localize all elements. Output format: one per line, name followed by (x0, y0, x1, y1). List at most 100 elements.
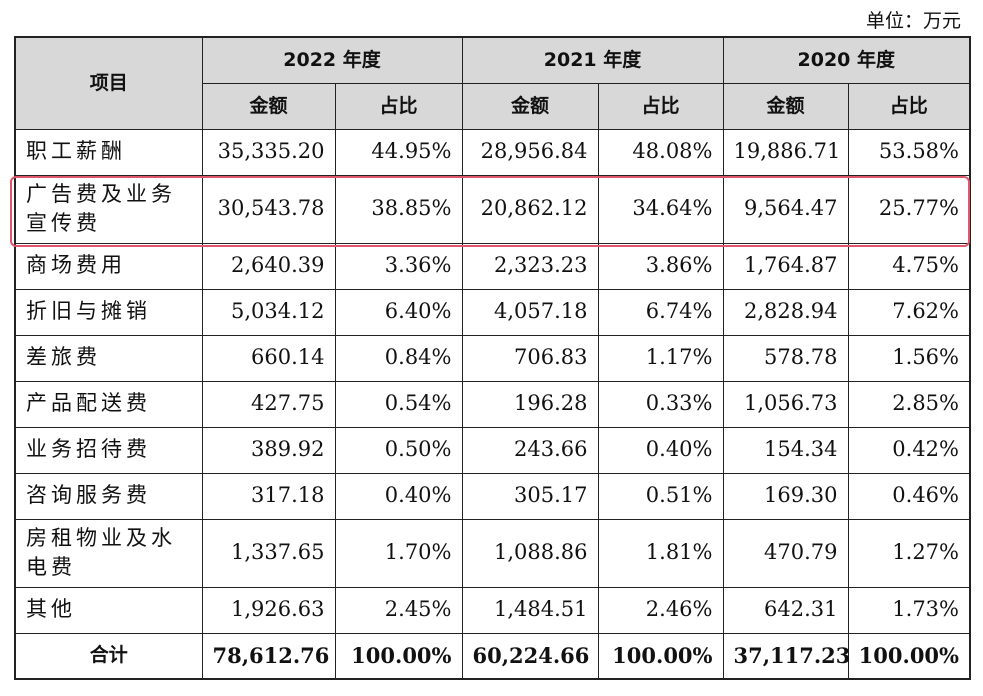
cell-ratio-2021: 48.08% (597, 128, 724, 176)
total-amount-2020: 37,117.23 (722, 632, 850, 680)
cell-amount-2022: 1,926.63 (201, 586, 336, 634)
cell-ratio-2022: 1.70% (334, 518, 463, 588)
cell-ratio-2022: 44.95% (334, 128, 463, 176)
cell-amount-2020: 2,828.94 (722, 288, 849, 336)
cell-ratio-2022: 0.84% (334, 334, 463, 382)
cell-amount-2022: 427.75 (201, 380, 336, 428)
total-label: 合计 (14, 632, 203, 680)
cell-ratio-2021: 1.81% (597, 518, 724, 588)
table-row: 职工薪酬 35,335.20 44.95% 28,956.84 48.08% 1… (14, 128, 971, 176)
table-row: 折旧与摊销 5,034.12 6.40% 4,057.18 6.74% 2,82… (14, 288, 971, 336)
header-year-2021: 2021 年度 (461, 36, 724, 84)
row-label: 产品配送费 (14, 380, 203, 428)
header-row-metrics: 金额 占比 金额 占比 金额 占比 (15, 82, 971, 130)
cell-amount-2020: 19,886.71 (722, 128, 849, 176)
cell-amount-2021: 706.83 (461, 334, 599, 382)
cell-amount-2020: 1,764.87 (722, 242, 849, 290)
cell-amount-2021: 243.66 (461, 426, 599, 474)
total-row: 合计 78,612.76 100.00% 60,224.66 100.00% 3… (14, 632, 971, 680)
row-label: 其他 (14, 586, 203, 634)
total-ratio-2022: 100.00% (334, 632, 463, 680)
header-ratio: 占比 (847, 82, 971, 130)
cell-amount-2021: 1,484.51 (461, 586, 599, 634)
cell-ratio-2022: 38.85% (334, 174, 463, 244)
total-ratio-2021: 100.00% (597, 632, 724, 680)
total-amount-2021: 60,224.66 (461, 632, 599, 680)
row-label: 业务招待费 (14, 426, 203, 474)
table-row: 产品配送费 427.75 0.54% 196.28 0.33% 1,056.73… (14, 380, 971, 428)
header-year-2022: 2022 年度 (201, 36, 463, 84)
total-amount-2022: 78,612.76 (201, 632, 336, 680)
header-ratio: 占比 (597, 82, 724, 130)
cell-amount-2020: 9,564.47 (722, 174, 849, 244)
table-row: 广告费及业务宣传费 30,543.78 38.85% 20,862.12 34.… (14, 174, 971, 244)
cell-amount-2020: 169.30 (722, 472, 849, 520)
cell-amount-2020: 470.79 (722, 518, 849, 588)
cell-ratio-2021: 3.86% (597, 242, 724, 290)
header-year-2020: 2020 年度 (722, 36, 971, 84)
cell-amount-2021: 28,956.84 (461, 128, 599, 176)
cell-ratio-2021: 2.46% (597, 586, 724, 634)
cell-amount-2022: 389.92 (201, 426, 336, 474)
header-amount: 金额 (201, 82, 336, 130)
cell-amount-2022: 1,337.65 (201, 518, 336, 588)
cell-ratio-2022: 0.50% (334, 426, 463, 474)
cell-ratio-2020: 1.73% (847, 586, 971, 634)
row-label: 广告费及业务宣传费 (14, 174, 203, 244)
cell-amount-2021: 2,323.23 (461, 242, 599, 290)
cell-ratio-2020: 0.46% (847, 472, 971, 520)
table-row: 其他 1,926.63 2.45% 1,484.51 2.46% 642.31 … (14, 586, 971, 634)
cell-ratio-2022: 2.45% (334, 586, 463, 634)
header-amount: 金额 (461, 82, 599, 130)
row-label: 房租物业及水电费 (14, 518, 203, 588)
row-label: 商场费用 (14, 242, 203, 290)
cell-amount-2020: 154.34 (722, 426, 849, 474)
cell-amount-2021: 1,088.86 (461, 518, 599, 588)
cell-amount-2021: 4,057.18 (461, 288, 599, 336)
cell-amount-2022: 2,640.39 (201, 242, 336, 290)
unit-label: 单位：万元 (865, 10, 961, 32)
cell-amount-2022: 660.14 (201, 334, 336, 382)
cell-amount-2021: 20,862.12 (461, 174, 599, 244)
cell-ratio-2020: 2.85% (847, 380, 971, 428)
cell-amount-2020: 578.78 (722, 334, 849, 382)
cell-ratio-2020: 7.62% (847, 288, 971, 336)
header-item: 项目 (14, 36, 203, 130)
cell-amount-2021: 305.17 (461, 472, 599, 520)
cell-amount-2020: 642.31 (722, 586, 849, 634)
cell-amount-2022: 5,034.12 (201, 288, 336, 336)
cell-ratio-2020: 25.77% (847, 174, 971, 244)
cell-ratio-2021: 1.17% (597, 334, 724, 382)
total-ratio-2020: 100.00% (847, 632, 971, 680)
row-label: 差旅费 (14, 334, 203, 382)
cell-amount-2020: 1,056.73 (722, 380, 849, 428)
cell-amount-2021: 196.28 (461, 380, 599, 428)
cell-amount-2022: 30,543.78 (201, 174, 336, 244)
cell-ratio-2021: 34.64% (597, 174, 724, 244)
cell-ratio-2020: 4.75% (847, 242, 971, 290)
cell-ratio-2022: 6.40% (334, 288, 463, 336)
cell-amount-2022: 317.18 (201, 472, 336, 520)
header-ratio: 占比 (334, 82, 463, 130)
cell-ratio-2021: 6.74% (597, 288, 724, 336)
table-row: 商场费用 2,640.39 3.36% 2,323.23 3.86% 1,764… (14, 242, 971, 290)
row-label: 折旧与摊销 (14, 288, 203, 336)
table-row: 差旅费 660.14 0.84% 706.83 1.17% 578.78 1.5… (14, 334, 971, 382)
cell-ratio-2022: 0.54% (334, 380, 463, 428)
cell-ratio-2020: 1.56% (847, 334, 971, 382)
header-amount: 金额 (722, 82, 849, 130)
cell-ratio-2021: 0.51% (597, 472, 724, 520)
cell-ratio-2021: 0.33% (597, 380, 724, 428)
cell-ratio-2020: 0.42% (847, 426, 971, 474)
expense-table: 项目 2022 年度 2021 年度 2020 年度 金额 占比 金额 占比 金… (14, 36, 971, 680)
cell-amount-2022: 35,335.20 (201, 128, 336, 176)
cell-ratio-2022: 0.40% (334, 472, 463, 520)
cell-ratio-2021: 0.40% (597, 426, 724, 474)
header-row-years: 项目 2022 年度 2021 年度 2020 年度 (14, 36, 971, 130)
cell-ratio-2020: 1.27% (847, 518, 971, 588)
table-row: 业务招待费 389.92 0.50% 243.66 0.40% 154.34 0… (14, 426, 971, 474)
row-label: 咨询服务费 (14, 472, 203, 520)
cell-ratio-2022: 3.36% (334, 242, 463, 290)
table-row: 房租物业及水电费 1,337.65 1.70% 1,088.86 1.81% 4… (14, 518, 971, 588)
row-label: 职工薪酬 (14, 128, 203, 176)
